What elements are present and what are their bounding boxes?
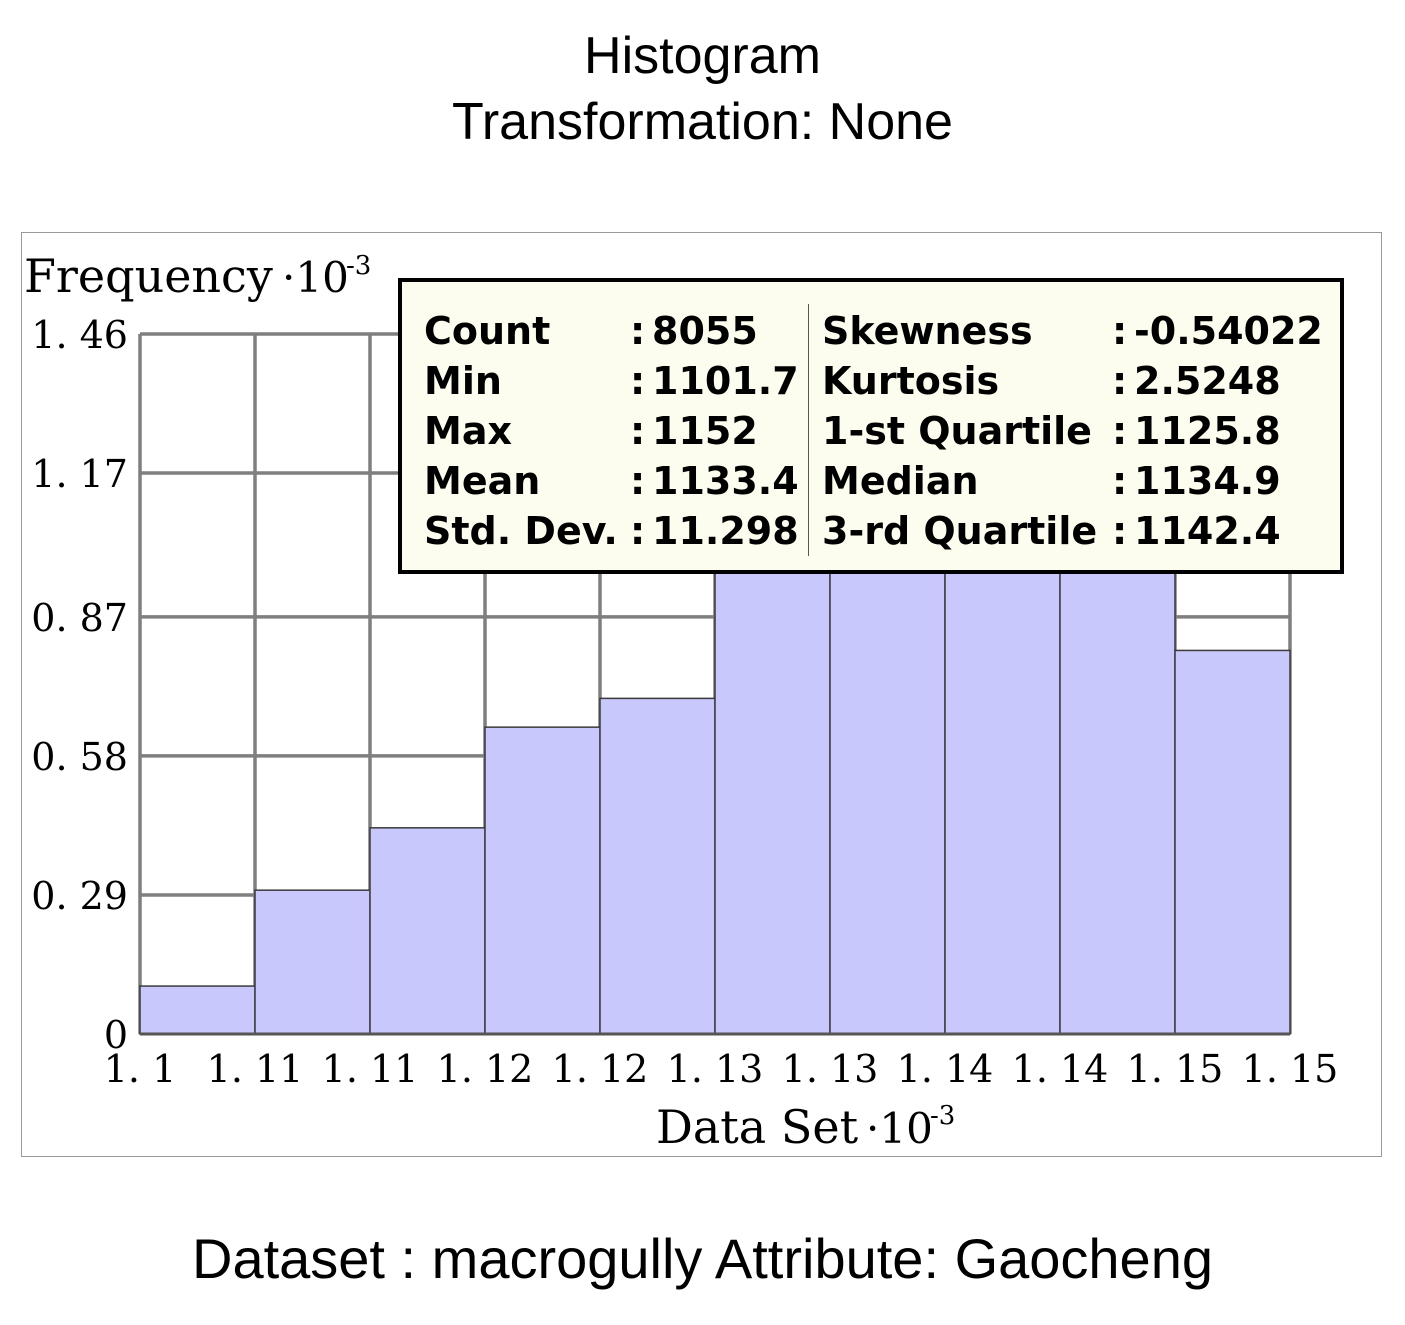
stat-row: 1-st Quartile:1125.8 [402, 406, 1342, 456]
dataset-caption: Dataset : macrogully Attribute: Gaocheng [192, 1227, 1213, 1290]
stat-value: 1142.4 [1134, 509, 1281, 553]
stat-label: 3-rd Quartile [822, 509, 1098, 553]
stat-value: 11.298 [652, 509, 799, 553]
stat-value: 2.5248 [1134, 359, 1281, 403]
x-tick-label: 1. 15 [1242, 1047, 1339, 1091]
stat-row: Max:1152 [402, 406, 1342, 456]
stat-row: Skewness: -0.54022 [402, 306, 1342, 356]
stat-colon: : [1112, 359, 1128, 403]
x-tick-label: 1. 15 [1127, 1047, 1224, 1091]
stat-value: 8055 [652, 309, 758, 353]
stat-label: Kurtosis [822, 359, 1000, 403]
stat-row: Kurtosis:2.5248 [402, 356, 1342, 406]
stat-row: 3-rd Quartile:1142.4 [402, 506, 1342, 556]
y-axis-scale: ·10 [282, 253, 349, 302]
x-tick-label: 1. 11 [322, 1047, 419, 1091]
stats-divider [808, 304, 809, 556]
stat-label: Min [424, 359, 502, 403]
histogram-bar [254, 889, 371, 1035]
stat-label: Std. Dev. [424, 509, 618, 553]
stat-label: Median [822, 459, 979, 503]
histogram-bar [484, 726, 601, 1035]
y-axis-exponent: -3 [346, 251, 371, 281]
x-axis-exponent: -3 [930, 1101, 955, 1131]
stat-value: -0.54022 [1134, 309, 1323, 353]
stat-colon: : [630, 459, 646, 503]
histogram-bar [599, 697, 716, 1035]
x-tick-label: 1. 13 [782, 1047, 879, 1091]
stat-colon: : [1112, 509, 1128, 553]
y-tick-label: 1. 17 [31, 452, 128, 496]
stat-colon: : [1112, 309, 1128, 353]
y-tick-label: 0. 29 [31, 874, 128, 918]
x-tick-label: 1. 14 [897, 1047, 994, 1091]
x-tick-label: 1. 13 [667, 1047, 764, 1091]
stat-row: Median:1134.9 [402, 456, 1342, 506]
y-tick-label: 1. 46 [31, 313, 128, 357]
stat-colon: : [630, 409, 646, 453]
stat-label: Max [424, 409, 512, 453]
y-tick-label: 0. 87 [31, 596, 128, 640]
x-axis-scale: ·10 [866, 1104, 933, 1153]
stat-colon: : [630, 309, 646, 353]
y-axis-title: Frequency [24, 249, 273, 303]
x-axis-title: Data Set [656, 1100, 859, 1154]
x-tick-label: 1. 1 [104, 1047, 177, 1091]
chart-title: Histogram [584, 27, 821, 85]
stat-colon: : [1112, 459, 1128, 503]
y-tick-label: 0. 58 [31, 735, 128, 779]
stat-row: Std. Dev.:11.298 [402, 506, 1342, 556]
x-tick-label: 1. 12 [437, 1047, 534, 1091]
x-tick-label: 1. 12 [552, 1047, 649, 1091]
stat-label: Count [424, 309, 551, 353]
stat-value: 1101.7 [652, 359, 799, 403]
histogram-bar [1174, 649, 1291, 1035]
y-tick-label: 0 [104, 1013, 128, 1057]
stat-value: 1133.4 [652, 459, 799, 503]
x-tick-label: 1. 14 [1012, 1047, 1109, 1091]
x-tick-label: 1. 11 [207, 1047, 304, 1091]
stat-value: 1125.8 [1134, 409, 1281, 453]
stat-row: Min:1101.7 [402, 356, 1342, 406]
stat-label: 1-st Quartile [822, 409, 1092, 453]
stat-value: 1134.9 [1134, 459, 1281, 503]
stat-label: Skewness [822, 309, 1033, 353]
stat-row: Count:8055 [402, 306, 1342, 356]
chart-subtitle: Transformation: None [452, 93, 953, 151]
stat-colon: : [1112, 409, 1128, 453]
stat-row: Mean:1133.4 [402, 456, 1342, 506]
histogram-bar [369, 827, 486, 1035]
histogram-bar [139, 985, 256, 1035]
stat-label: Mean [424, 459, 541, 503]
stat-value: 1152 [652, 409, 758, 453]
stat-colon: : [630, 359, 646, 403]
stat-colon: : [630, 509, 646, 553]
statistics-panel: Count:8055 Min:1101.7 Max:1152 Mean:1133.4 S… [398, 278, 1344, 574]
